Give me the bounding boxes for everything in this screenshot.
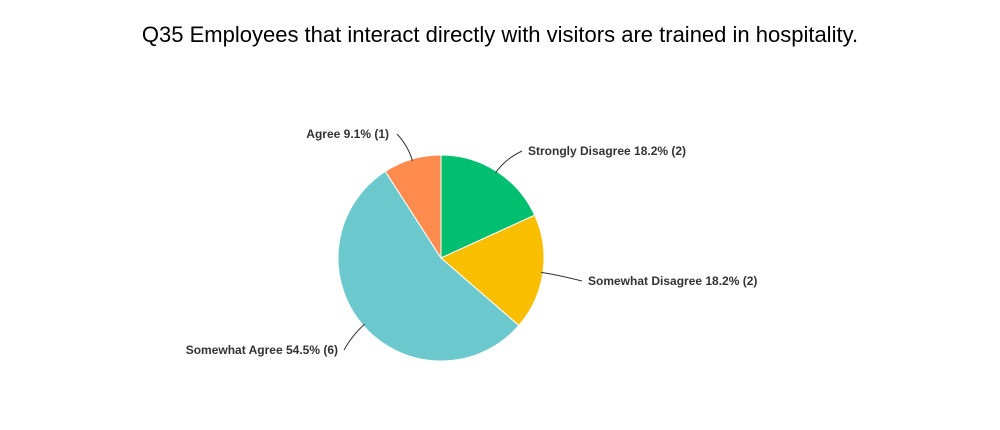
leader-line-somewhat-disagree (540, 271, 583, 282)
leader-line-somewhat-agree (343, 323, 365, 351)
chart-title: Q35 Employees that interact directly wit… (141, 22, 859, 47)
slice-label-strongly-disagree: Strongly Disagree 18.2% (2) (528, 144, 686, 158)
slice-label-somewhat-disagree: Somewhat Disagree 18.2% (2) (588, 274, 757, 288)
slice-label-somewhat-agree: Somewhat Agree 54.5% (6) (186, 343, 338, 357)
leader-line-agree (396, 133, 414, 162)
slice-label-agree: Agree 9.1% (1) (306, 127, 389, 141)
leader-line-strongly-disagree (495, 150, 523, 174)
